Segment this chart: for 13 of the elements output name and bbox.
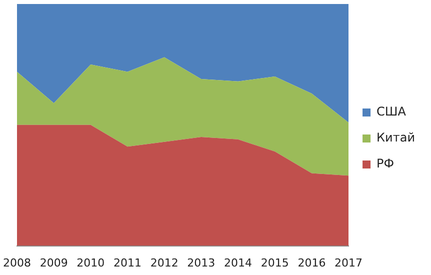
legend-label: США: [376, 104, 407, 119]
x-tick-label: 2014: [224, 256, 252, 270]
legend-label: Китай: [376, 130, 416, 145]
x-tick-label: 2011: [114, 256, 142, 270]
x-tick-label: 2017: [334, 256, 363, 270]
x-tick-label: 2010: [76, 256, 105, 270]
x-tick-label: 2009: [40, 256, 68, 270]
x-tick-label: 2008: [2, 256, 31, 270]
x-tick-label: 2015: [260, 256, 289, 270]
x-tick-label: 2016: [298, 256, 326, 270]
x-tick-label: 2012: [150, 256, 178, 270]
x-tick-label: 2013: [187, 256, 216, 270]
legend-label: РФ: [376, 156, 394, 171]
